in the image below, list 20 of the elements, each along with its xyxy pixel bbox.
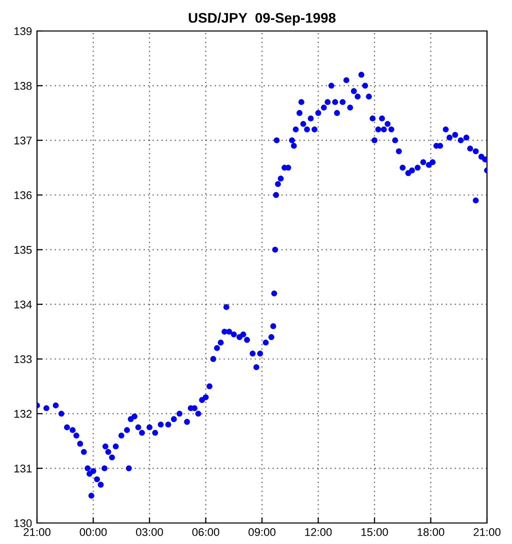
y-tick-label: 134 [14,300,32,308]
y-tick-label: 133 [14,355,32,364]
x-tick-label: 12:00 [305,528,332,536]
chart-title: USD/JPY 09-Sep-1998 [188,12,336,26]
y-tick-label: 131 [14,464,32,472]
x-tick-label: 06:00 [192,528,220,536]
y-tick-label: 138 [14,82,32,90]
x-tick-label: 09:00 [248,528,276,536]
x-tick-label: 21:00 [474,528,500,536]
x-tick-label: 21:00 [24,528,50,536]
y-tick-label: 130 [14,519,32,528]
x-tick-label: 03:00 [136,528,163,536]
x-tick-label: 18:00 [418,528,444,536]
y-tick-label: 135 [14,246,32,254]
y-tick-label: 139 [14,27,32,36]
x-tick-label: 15:00 [361,528,388,536]
y-tick-label: 137 [14,136,32,144]
x-tick-label: 00:00 [80,528,107,536]
y-tick-label: 132 [14,410,32,418]
y-tick-label: 136 [14,191,32,200]
